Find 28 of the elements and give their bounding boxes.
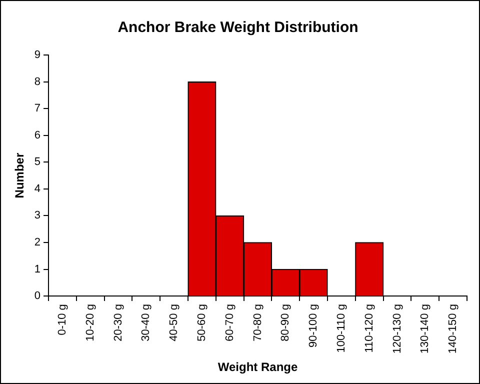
x-tick-label: 20-30 g	[112, 304, 124, 342]
y-tick-label: 8	[34, 76, 41, 88]
y-tick-label: 4	[34, 182, 41, 195]
x-tick-label: 50-60 g	[196, 304, 208, 342]
x-tick-label: 120-130 g	[391, 304, 404, 354]
y-tick-label: 2	[34, 236, 41, 249]
y-tick-label: 6	[34, 129, 41, 142]
x-tick-label: 110-120 g	[363, 304, 376, 353]
x-tick-label: 70-80 g	[252, 304, 264, 342]
x-tick-label: 90-100 g	[308, 304, 320, 348]
y-tick-label: 1	[34, 263, 41, 276]
x-tick-label: 140-150 g	[447, 304, 460, 354]
y-tick-label: 9	[34, 49, 41, 62]
x-tick-label: 0-10 g	[56, 304, 68, 336]
chart-title: Anchor Brake Weight Distribution	[118, 19, 358, 36]
y-tick-label: 7	[34, 102, 41, 115]
x-tick-label: 130-140 g	[419, 304, 432, 354]
x-tick-label: 80-90 g	[280, 304, 292, 342]
y-axis-title: Number	[12, 152, 27, 198]
x-tick-label: 10-20 g	[84, 304, 96, 342]
y-tick-label: 5	[34, 156, 41, 168]
x-tick-label: 40-50 g	[168, 304, 180, 342]
y-tick-label: 0	[34, 290, 41, 302]
x-tick-label: 100-110 g	[335, 304, 348, 353]
y-tick-label: 3	[34, 210, 41, 222]
x-axis-title: Weight Range	[218, 360, 298, 374]
x-tick-label: 60-70 g	[224, 304, 236, 342]
x-tick-label: 30-40 g	[140, 304, 152, 342]
